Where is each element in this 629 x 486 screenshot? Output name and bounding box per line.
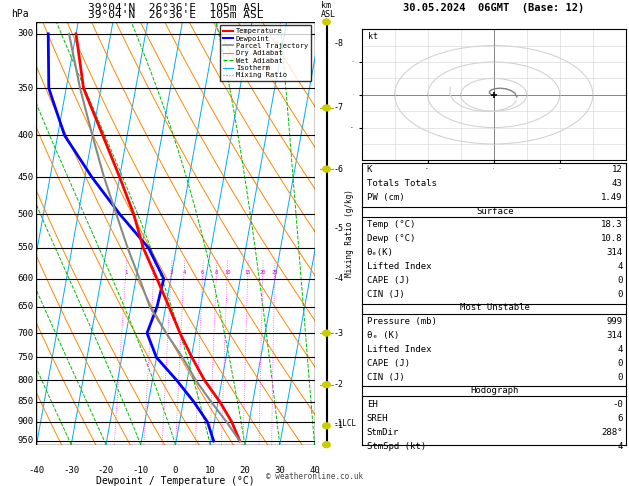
Text: 999: 999 <box>606 317 623 326</box>
Text: CAPE (J): CAPE (J) <box>367 359 409 368</box>
Text: 850: 850 <box>17 397 33 406</box>
Text: km
ASL: km ASL <box>321 1 336 19</box>
Text: 700: 700 <box>17 329 33 338</box>
Text: 8: 8 <box>214 270 218 275</box>
Text: 0: 0 <box>617 359 623 368</box>
Text: -1: -1 <box>333 421 343 430</box>
Text: Dewp (°C): Dewp (°C) <box>367 234 415 243</box>
Text: 800: 800 <box>17 376 33 385</box>
Text: 1.49: 1.49 <box>601 193 623 202</box>
Text: 40: 40 <box>309 466 320 475</box>
Text: 314: 314 <box>606 331 623 340</box>
Text: Temp (°C): Temp (°C) <box>367 220 415 229</box>
Text: 6: 6 <box>617 414 623 422</box>
Text: StmSpd (kt): StmSpd (kt) <box>367 442 426 451</box>
Text: Totals Totals: Totals Totals <box>367 179 437 189</box>
Text: 400: 400 <box>17 131 33 140</box>
Text: 12: 12 <box>612 165 623 174</box>
Text: 4: 4 <box>182 270 186 275</box>
Text: Lifted Index: Lifted Index <box>367 345 431 354</box>
Text: 314: 314 <box>606 248 623 257</box>
Text: 950: 950 <box>17 436 33 446</box>
Text: 18.3: 18.3 <box>601 220 623 229</box>
Text: CIN (J): CIN (J) <box>367 290 404 299</box>
Text: 10: 10 <box>224 270 230 275</box>
Text: Mixing Ratio (g/kg): Mixing Ratio (g/kg) <box>345 190 353 277</box>
Text: 2: 2 <box>152 270 155 275</box>
Text: hPa: hPa <box>11 9 29 19</box>
Text: 30: 30 <box>274 466 285 475</box>
Text: 350: 350 <box>17 84 33 93</box>
Text: Hodograph: Hodograph <box>470 386 519 395</box>
Title: 39°04'N  26°36'E  105m ASL: 39°04'N 26°36'E 105m ASL <box>87 10 264 20</box>
Text: Surface: Surface <box>476 207 513 216</box>
Text: 750: 750 <box>17 353 33 362</box>
Text: 288°: 288° <box>601 428 623 436</box>
Text: -5: -5 <box>333 224 343 233</box>
Text: 39°04'N  26°36'E  105m ASL: 39°04'N 26°36'E 105m ASL <box>87 3 264 13</box>
Text: 20: 20 <box>240 466 250 475</box>
Text: -8: -8 <box>333 39 343 48</box>
Text: -1LCL: -1LCL <box>333 418 357 428</box>
Text: -0: -0 <box>612 399 623 409</box>
Text: 900: 900 <box>17 417 33 426</box>
Text: 500: 500 <box>17 210 33 219</box>
Text: 0: 0 <box>617 373 623 382</box>
Text: 650: 650 <box>17 302 33 312</box>
Text: Lifted Index: Lifted Index <box>367 262 431 271</box>
Text: PW (cm): PW (cm) <box>367 193 404 202</box>
Text: θₑ(K): θₑ(K) <box>367 248 394 257</box>
Text: 6: 6 <box>201 270 204 275</box>
Text: 30.05.2024  06GMT  (Base: 12): 30.05.2024 06GMT (Base: 12) <box>403 3 584 13</box>
Text: 43: 43 <box>612 179 623 189</box>
Text: -10: -10 <box>133 466 149 475</box>
Text: 0: 0 <box>173 466 178 475</box>
Text: 15: 15 <box>245 270 251 275</box>
Text: 0: 0 <box>617 276 623 285</box>
Text: © weatheronline.co.uk: © weatheronline.co.uk <box>266 472 363 481</box>
Text: -6: -6 <box>333 165 343 174</box>
Text: 1: 1 <box>124 270 127 275</box>
Text: 600: 600 <box>17 274 33 283</box>
Text: -20: -20 <box>98 466 114 475</box>
Text: CIN (J): CIN (J) <box>367 373 404 382</box>
Text: θₑ (K): θₑ (K) <box>367 331 399 340</box>
Legend: Temperature, Dewpoint, Parcel Trajectory, Dry Adiabat, Wet Adiabat, Isotherm, Mi: Temperature, Dewpoint, Parcel Trajectory… <box>220 25 311 81</box>
Text: 4: 4 <box>617 345 623 354</box>
Text: 550: 550 <box>17 243 33 252</box>
Text: 4: 4 <box>617 442 623 451</box>
Text: -7: -7 <box>333 104 343 112</box>
Text: -4: -4 <box>333 274 343 283</box>
Text: StmDir: StmDir <box>367 428 399 436</box>
Text: -2: -2 <box>333 380 343 389</box>
Text: -3: -3 <box>333 329 343 338</box>
Text: SREH: SREH <box>367 414 388 422</box>
Text: -30: -30 <box>63 466 79 475</box>
Text: 0: 0 <box>617 290 623 299</box>
Text: -40: -40 <box>28 466 45 475</box>
Text: 10.8: 10.8 <box>601 234 623 243</box>
Text: Pressure (mb): Pressure (mb) <box>367 317 437 326</box>
Text: 3: 3 <box>169 270 173 275</box>
Text: EH: EH <box>367 399 377 409</box>
Text: 20: 20 <box>259 270 266 275</box>
Text: K: K <box>367 165 372 174</box>
Text: Most Unstable: Most Unstable <box>460 303 530 312</box>
Text: CAPE (J): CAPE (J) <box>367 276 409 285</box>
Text: 10: 10 <box>205 466 216 475</box>
Text: 4: 4 <box>617 262 623 271</box>
Text: kt: kt <box>369 32 378 41</box>
Text: 25: 25 <box>271 270 278 275</box>
Text: 300: 300 <box>17 29 33 38</box>
Text: Dewpoint / Temperature (°C): Dewpoint / Temperature (°C) <box>96 476 255 486</box>
Text: 450: 450 <box>17 173 33 182</box>
